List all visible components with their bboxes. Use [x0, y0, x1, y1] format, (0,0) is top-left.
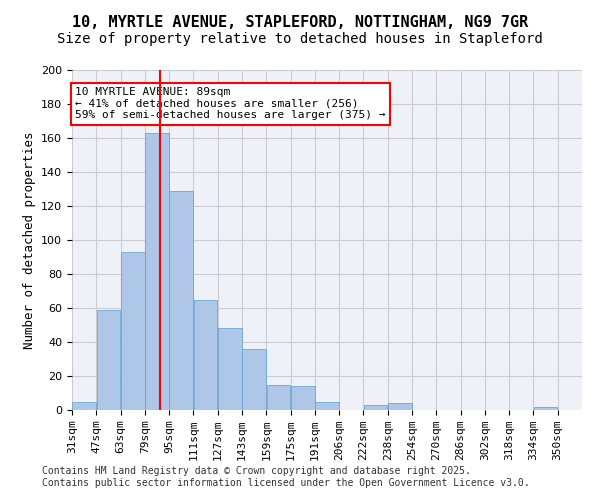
Bar	[121, 252, 145, 410]
Bar	[388, 403, 412, 410]
Bar	[364, 405, 388, 410]
Bar	[145, 133, 169, 410]
Bar	[194, 300, 217, 410]
Bar	[242, 349, 266, 410]
Y-axis label: Number of detached properties: Number of detached properties	[23, 131, 35, 349]
Text: Size of property relative to detached houses in Stapleford: Size of property relative to detached ho…	[57, 32, 543, 46]
Bar	[218, 328, 242, 410]
Bar	[291, 386, 314, 410]
Text: 10 MYRTLE AVENUE: 89sqm
← 41% of detached houses are smaller (256)
59% of semi-d: 10 MYRTLE AVENUE: 89sqm ← 41% of detache…	[75, 87, 386, 120]
Bar	[97, 310, 121, 410]
Bar	[315, 402, 339, 410]
Bar	[266, 384, 290, 410]
Text: Contains HM Land Registry data © Crown copyright and database right 2025.
Contai: Contains HM Land Registry data © Crown c…	[42, 466, 530, 487]
Bar	[72, 402, 96, 410]
Bar	[533, 406, 557, 410]
Bar	[169, 190, 193, 410]
Text: 10, MYRTLE AVENUE, STAPLEFORD, NOTTINGHAM, NG9 7GR: 10, MYRTLE AVENUE, STAPLEFORD, NOTTINGHA…	[72, 15, 528, 30]
